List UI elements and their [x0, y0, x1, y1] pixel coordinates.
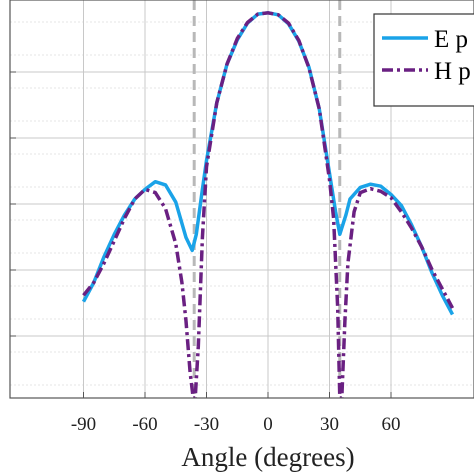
x-tick-label: 0	[263, 414, 273, 435]
x-axis-ticks: -90 -60 -30 0 30 60	[71, 392, 401, 435]
legend-label-h: H p	[434, 58, 471, 85]
x-axis-title: Angle (degrees)	[181, 442, 354, 472]
legend-box	[373, 13, 474, 107]
x-tick-label: 60	[382, 414, 401, 435]
series-line-h	[82, 11, 455, 398]
series-lines	[81, 11, 455, 398]
x-tick-label: 30	[320, 414, 339, 435]
legend: E p H p	[373, 13, 474, 107]
legend-label-e: E p	[434, 26, 468, 53]
reference-lines	[192, 0, 342, 398]
y-axis-ticks	[10, 71, 16, 337]
x-tick-label: -60	[132, 414, 157, 435]
plot-frame	[9, 0, 474, 399]
x-tick-label: -30	[194, 414, 219, 435]
x-tick-label: -90	[71, 414, 96, 435]
